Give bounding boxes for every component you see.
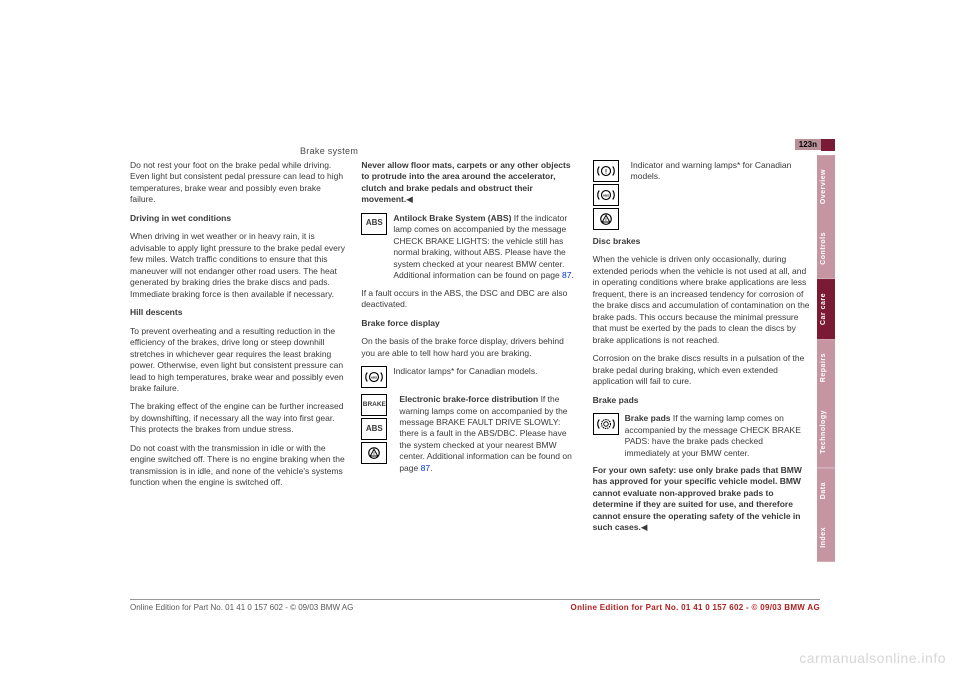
content-columns: Do not rest your foot on the brake pedal… bbox=[130, 160, 810, 541]
para: If a fault occurs in the ABS, the DSC an… bbox=[361, 288, 578, 311]
heading: Brake pads bbox=[593, 395, 639, 405]
page-link[interactable]: 87 bbox=[562, 270, 571, 280]
para: Do not coast with the transmission in id… bbox=[130, 443, 347, 489]
para: When the vehicle is driven only occasion… bbox=[593, 254, 810, 346]
warning-text: Never allow floor mats, carpets or any o… bbox=[361, 160, 570, 204]
dot: . bbox=[430, 463, 432, 473]
abs-text: Antilock Brake System (ABS) If the indic… bbox=[393, 213, 578, 282]
pads-lead: Brake pads bbox=[625, 413, 673, 423]
para: On the basis of the brake force display,… bbox=[361, 336, 578, 359]
footer-left: Online Edition for Part No. 01 41 0 157 … bbox=[130, 603, 353, 612]
canada-text: Indicator lamps* for Canadian models. bbox=[393, 366, 578, 377]
heading: Driving in wet conditions bbox=[130, 213, 231, 223]
dsc-triangle-icon: ! bbox=[593, 208, 619, 230]
side-tabs: Overview Controls Car care Repairs Techn… bbox=[817, 155, 835, 562]
brake-fault-text: Electronic brake-force distribution If t… bbox=[399, 394, 578, 474]
brake-warning-icon: ! bbox=[593, 160, 619, 182]
subheading: Brake force display bbox=[361, 318, 439, 328]
svg-text:ABS: ABS bbox=[371, 376, 377, 380]
page-link[interactable]: 87 bbox=[421, 463, 430, 473]
page-number: 123n bbox=[795, 139, 821, 150]
brake-text-icon: BRAKE bbox=[361, 394, 387, 416]
canada-stack-text: Indicator and warning lamps* for Canadia… bbox=[631, 160, 810, 183]
fault-body: If the warning lamps come on accompanied… bbox=[399, 394, 571, 473]
tab-controls[interactable]: Controls bbox=[817, 218, 835, 279]
column-3: ! ABS ! Indicator and warning lamps* for… bbox=[593, 160, 810, 541]
footer: Online Edition for Part No. 01 41 0 157 … bbox=[130, 599, 820, 612]
tab-index[interactable]: Index bbox=[817, 513, 835, 562]
page-title: Brake system bbox=[300, 146, 358, 156]
canada-stack-row: ! ABS ! Indicator and warning lamps* for… bbox=[593, 160, 810, 230]
dsc-triangle-icon: ! bbox=[361, 442, 387, 464]
tab-technology[interactable]: Technology bbox=[817, 396, 835, 468]
canada-icon-stack: ! ABS ! bbox=[593, 160, 625, 230]
brake-pads-text: Brake pads If the warning lamp comes on … bbox=[625, 413, 810, 459]
brake-fault-row: BRAKE ABS ! Electronic brake-force distr… bbox=[361, 394, 578, 474]
abs-canada-icon: ABS bbox=[593, 184, 619, 206]
abs-canada-icon: ABS bbox=[361, 366, 387, 388]
abs-icon: ABS bbox=[361, 418, 387, 440]
para: When driving in wet weather or in heavy … bbox=[130, 231, 347, 300]
heading: Hill descents bbox=[130, 307, 182, 317]
brake-pads-icon bbox=[593, 413, 619, 435]
dot: . bbox=[572, 270, 574, 280]
footer-right: Online Edition for Part No. 01 41 0 157 … bbox=[571, 603, 820, 612]
heading: Disc brakes bbox=[593, 236, 641, 246]
safety-note: For your own safety: use only brake pads… bbox=[593, 465, 802, 532]
svg-text:!: ! bbox=[605, 169, 607, 175]
svg-text:ABS: ABS bbox=[602, 194, 608, 198]
column-1: Do not rest your foot on the brake pedal… bbox=[130, 160, 347, 541]
para: The braking effect of the engine can be … bbox=[130, 401, 347, 435]
column-2: Never allow floor mats, carpets or any o… bbox=[361, 160, 578, 541]
para: Do not rest your foot on the brake pedal… bbox=[130, 160, 347, 206]
fault-lead: Electronic brake-force distribution bbox=[399, 394, 540, 404]
watermark: carmanualsonline.info bbox=[799, 650, 946, 666]
brake-fault-icon-stack: BRAKE ABS ! bbox=[361, 394, 393, 464]
para: Corrosion on the brake discs results in … bbox=[593, 353, 810, 387]
tab-overview[interactable]: Overview bbox=[817, 155, 835, 218]
abs-canada-row: ABS Indicator lamps* for Canadian models… bbox=[361, 366, 578, 388]
tab-repairs[interactable]: Repairs bbox=[817, 339, 835, 396]
abs-indicator-row: ABS Antilock Brake System (ABS) If the i… bbox=[361, 213, 578, 282]
abs-lead: Antilock Brake System (ABS) bbox=[393, 213, 513, 223]
tab-data[interactable]: Data bbox=[817, 468, 835, 513]
brake-pads-row: Brake pads If the warning lamp comes on … bbox=[593, 413, 810, 459]
tab-car-care[interactable]: Car care bbox=[817, 279, 835, 339]
abs-icon: ABS bbox=[361, 213, 387, 235]
page-number-accent bbox=[821, 139, 835, 151]
para: To prevent overheating and a resulting r… bbox=[130, 326, 347, 395]
